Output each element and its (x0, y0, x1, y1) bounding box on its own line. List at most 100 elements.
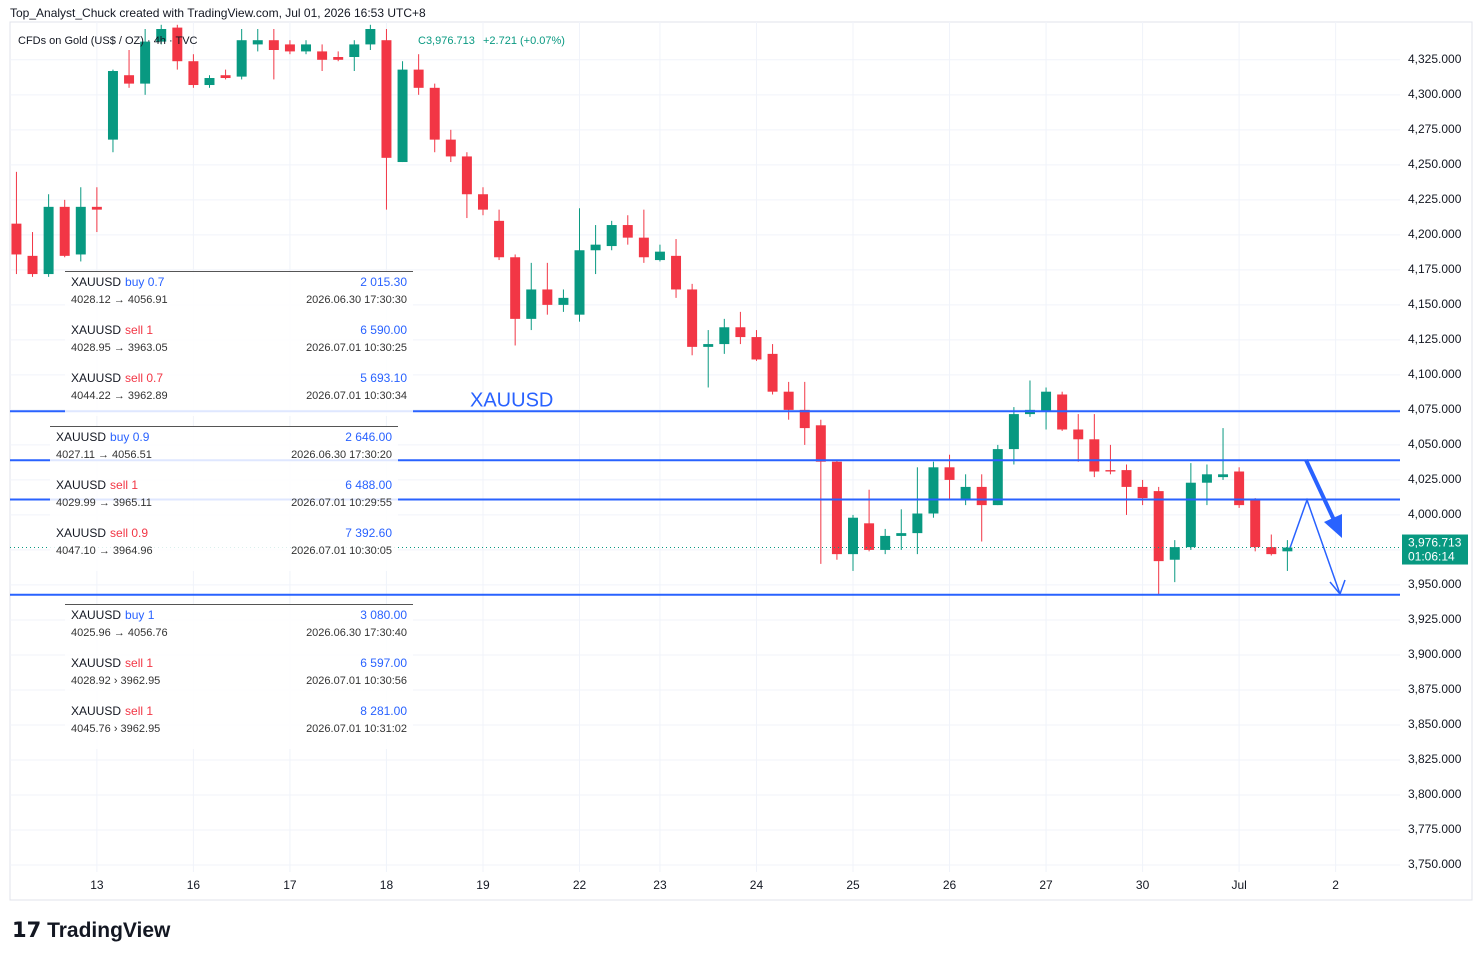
trade-prices: 4028.95 → 3963.05 (71, 342, 168, 354)
trade-time: 2026.07.01 10:31:02 (306, 723, 407, 735)
side: buy 0.9 (110, 430, 150, 444)
candle-body (1266, 547, 1277, 555)
candle-body (124, 75, 135, 84)
candle-body (349, 44, 360, 58)
trade-symbol: XAUUSD sell 0.9 (56, 526, 148, 540)
candle-body (494, 220, 505, 258)
trade-time: 2026.06.30 17:30:30 (306, 294, 407, 306)
candle-body (751, 337, 762, 360)
symbol: XAUUSD (71, 323, 122, 337)
candle-body (91, 206, 102, 210)
logo-text: TradingView (47, 919, 171, 942)
x-tick-label: 24 (750, 878, 764, 892)
x-tick-label: 2 (1332, 878, 1339, 892)
trade-entry: XAUUSD sell 1 4028.95 → 3963.05 6 590.00 202… (65, 320, 413, 368)
side: sell 0.9 (110, 526, 149, 540)
trade-entry: XAUUSD sell 1 4029.99 → 3965.11 6 488.00 202… (50, 475, 398, 523)
y-tick-label: 4,250.000 (1408, 157, 1462, 171)
candle-body (992, 449, 1003, 506)
candle-body (735, 327, 746, 338)
trade-profit: 3 080.00 (360, 608, 407, 622)
candle-body (1137, 486, 1148, 499)
x-tick-label: 25 (846, 878, 860, 892)
candle-body (1282, 547, 1293, 552)
candle-body (156, 29, 167, 42)
trade-prices: 4028.12 → 4056.91 (71, 294, 168, 306)
trade-profit: 6 597.00 (360, 656, 407, 670)
symbol: XAUUSD (71, 371, 122, 385)
y-tick-label: 3,900.000 (1408, 647, 1462, 661)
side: sell 1 (110, 478, 139, 492)
side: sell 0.7 (125, 371, 164, 385)
x-tick-label: 23 (653, 878, 667, 892)
trade-time: 2026.07.01 10:30:25 (306, 342, 407, 354)
candle-body (43, 206, 54, 275)
y-tick-label: 3,950.000 (1408, 577, 1462, 591)
candle-body (1234, 471, 1245, 506)
symbol: XAUUSD (56, 478, 107, 492)
trade-prices: 4045.76 › 3962.95 (71, 723, 161, 735)
logo: 𝟭𝟳 TradingView (12, 918, 170, 943)
x-tick-label: Jul (1231, 878, 1246, 892)
y-tick-label: 3,750.000 (1408, 857, 1462, 871)
candle-body (831, 461, 842, 555)
candle-body (864, 523, 875, 550)
price-label: 3,976.713 (1408, 536, 1462, 550)
grid (10, 22, 1400, 872)
watermark: Top_Analyst_Chuck created with TradingVi… (10, 6, 426, 20)
trade-prices: 4044.22 → 3962.89 (71, 390, 168, 402)
y-tick-label: 3,800.000 (1408, 787, 1462, 801)
y-tick-label: 4,025.000 (1408, 472, 1462, 486)
candle-body (188, 61, 199, 86)
trade-symbol: XAUUSD sell 1 (71, 323, 153, 337)
candle-body (687, 289, 698, 347)
y-tick-label: 3,775.000 (1408, 822, 1462, 836)
candle-body (59, 206, 70, 256)
candle-body (284, 44, 295, 52)
chart-title: CFDs on Gold (US$ / OZ) · 4h · TVC (18, 35, 198, 47)
side: sell 1 (125, 323, 154, 337)
candle-body (960, 486, 971, 500)
change: +2.721 (+0.07%) (483, 35, 565, 47)
trade-entry: XAUUSD buy 0.7 4028.12 → 4056.91 2 015.30 20… (65, 272, 413, 320)
trade-profit: 6 488.00 (345, 478, 392, 492)
side: buy 0.7 (125, 275, 165, 289)
trade-profit: 7 392.60 (345, 526, 392, 540)
candle-body (799, 409, 810, 429)
trade-profit: 5 693.10 (360, 371, 407, 385)
x-tick-label: 26 (943, 878, 957, 892)
trade-prices: 4025.96 → 4056.76 (71, 627, 168, 639)
candle-body (236, 40, 247, 77)
trade-symbol: XAUUSD buy 1 (71, 608, 154, 622)
trade-prices: 4028.92 › 3962.95 (71, 675, 161, 687)
candle-body (896, 533, 907, 536)
candle-body (333, 57, 344, 60)
trade-symbol: XAUUSD buy 0.9 (56, 430, 149, 444)
candle-body (317, 51, 328, 60)
y-tick-label: 3,925.000 (1408, 612, 1462, 626)
x-tick-label: 19 (476, 878, 490, 892)
candle-body (719, 327, 730, 345)
candle-body (783, 391, 794, 410)
candle-body (1073, 429, 1084, 440)
y-tick-label: 4,225.000 (1408, 192, 1462, 206)
marks (11, 24, 1293, 595)
candle-body (27, 255, 38, 275)
candle-body (204, 78, 215, 86)
x-tick-label: 27 (1039, 878, 1053, 892)
candle-body (1201, 474, 1212, 483)
symbol: XAUUSD (56, 526, 107, 540)
side: sell 1 (125, 704, 154, 718)
candle-body (172, 27, 183, 62)
candle-body (1153, 491, 1164, 562)
y-tick-label: 4,325.000 (1408, 52, 1462, 66)
candle-body (590, 244, 601, 251)
candle-body (574, 250, 585, 315)
candle-body (1250, 499, 1261, 548)
candle-body (703, 344, 714, 347)
trade-symbol: XAUUSD sell 1 (71, 704, 153, 718)
candle-body (1185, 482, 1196, 548)
candle-body (944, 467, 955, 480)
side: buy 1 (125, 608, 155, 622)
